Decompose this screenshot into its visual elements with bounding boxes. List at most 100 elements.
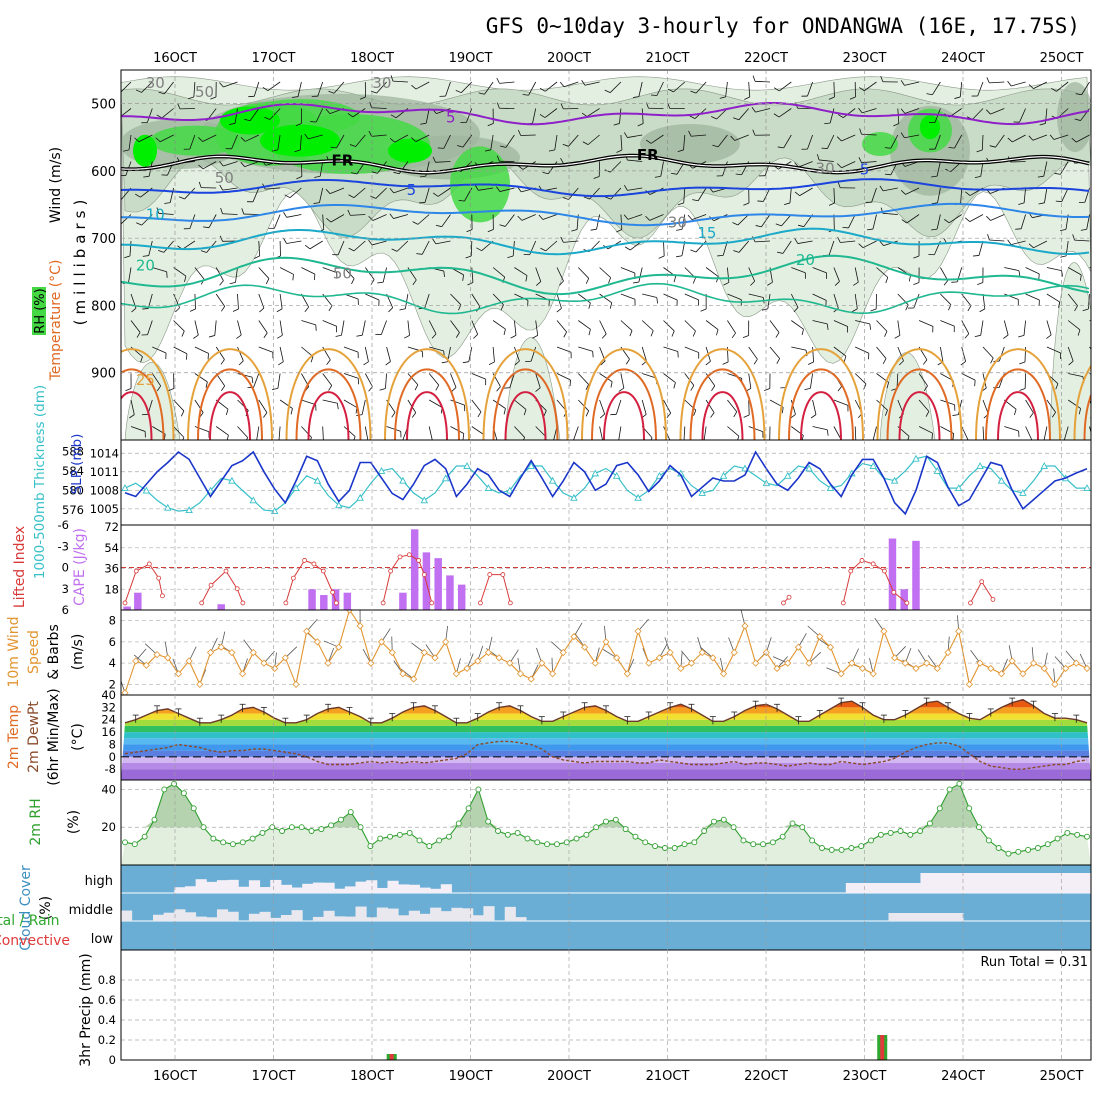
wind-barb (323, 400, 338, 403)
wind-barb (344, 374, 358, 379)
lifted-index-marker (417, 558, 421, 562)
wind-barb (471, 241, 472, 256)
wind-barb-flag (693, 331, 695, 337)
rh-marker (162, 787, 167, 792)
wind-barb (970, 215, 983, 222)
temp-band (121, 744, 1091, 750)
wind-barb-flag (489, 362, 494, 365)
cloud-level-label: high (85, 874, 113, 889)
wind-barb-flag (233, 309, 238, 312)
wind-barb (877, 321, 887, 332)
wind-barb-flag (698, 441, 704, 442)
wind-barb-flag (870, 324, 871, 330)
lifted-index-marker (422, 573, 426, 577)
cloud-middle-gap (164, 913, 175, 921)
wind-barb (642, 294, 657, 297)
cloud-middle-gap (441, 911, 452, 921)
cape-bar (308, 589, 315, 610)
wind-barb (600, 400, 605, 414)
rh-marker (378, 836, 383, 841)
cloud-middle-gap (451, 908, 462, 921)
temp-band (121, 769, 1091, 780)
temp-band (121, 714, 1091, 720)
wind-barb-flag (1014, 409, 1016, 415)
wind-barb-flag (478, 412, 481, 417)
cape-tick-label: 54 (104, 541, 119, 555)
cloud-middle-gap (952, 913, 963, 921)
wind-barb (280, 268, 293, 275)
rh-marker (819, 846, 824, 851)
wind-barb (989, 240, 1004, 241)
wind-barb-flag (589, 329, 591, 335)
wind-barb (962, 427, 968, 441)
lifted-index-marker (430, 601, 434, 605)
lifted-index-marker (398, 555, 402, 559)
wind-barb-flag (473, 334, 477, 338)
wind-barb-flag (371, 280, 374, 285)
rh-marker (741, 838, 746, 843)
cloud-middle-gap (888, 913, 899, 921)
temp-band (121, 720, 1091, 726)
warm-contour-0 (976, 349, 1060, 440)
wind-barb-flag (1095, 359, 1098, 364)
wind-barb-flag (625, 247, 630, 250)
wind-barb (238, 347, 244, 361)
wind-speed-marker (870, 671, 876, 677)
cloud-high-gap (931, 873, 942, 893)
cloud-middle-gap (473, 915, 484, 921)
bottom-time-tick-label: 22OCT (744, 1069, 788, 1084)
wind-barb (770, 321, 779, 333)
cloud-middle-gap (899, 913, 910, 921)
wind-barb-flag (511, 335, 516, 338)
warm-contour-1 (789, 369, 853, 440)
precip-tick-label: 0.2 (98, 1033, 116, 1047)
wind-speed-marker (678, 665, 684, 671)
temp-band (121, 763, 1091, 769)
wind-speed-marker (421, 650, 427, 656)
wind-barb-flag (591, 229, 597, 230)
cloud-high-gap (995, 873, 1006, 893)
wind-speed-marker (240, 671, 246, 677)
wind-barb (1004, 321, 1008, 336)
wind-speed-marker (742, 623, 748, 629)
wind-barb-flag (975, 380, 976, 386)
wind-barb-flag (353, 437, 355, 443)
lifted-index-marker (849, 569, 853, 573)
cloud-high-gap (313, 883, 324, 893)
wind-barb-flag (586, 278, 589, 283)
rh-marker (859, 844, 864, 849)
wind-barb-flag (272, 388, 278, 389)
wind-barb-flag (776, 332, 779, 337)
wind-barb (408, 321, 410, 336)
wind-plot (120, 596, 1091, 696)
cloud-middle-gap (398, 915, 409, 921)
wind-barb-flag (182, 331, 184, 337)
wind-barb-flag (843, 227, 849, 228)
wind-barb-flag (651, 331, 653, 337)
wind-barb-flag (693, 278, 695, 284)
wind-barb-flag (363, 441, 368, 444)
rh-90-patch-5 (862, 132, 898, 156)
wind-barb (383, 268, 386, 283)
lifted-index-marker (134, 569, 138, 573)
wind-speed-marker (731, 650, 737, 656)
rh-marker (986, 838, 991, 843)
lifted-index-marker (209, 583, 213, 587)
wind-barb-flag (175, 308, 179, 312)
thickness-marker (977, 463, 983, 469)
wind-barb (810, 374, 812, 389)
rh-marker (721, 817, 726, 822)
wind-barb-flag (293, 274, 294, 280)
wind-barb-flag (744, 415, 750, 417)
cape-bar (399, 593, 406, 610)
bottom-time-tick-label: 20OCT (547, 1069, 591, 1084)
wind-barb (301, 400, 315, 405)
cloud-high-gap (963, 873, 974, 893)
cloud-high-gap (356, 882, 367, 893)
lifted-index-line (971, 582, 993, 603)
lifted-index-marker (991, 597, 995, 601)
precip-axis-label: 3hr Precip (mm) (78, 953, 94, 1066)
wind-barb (493, 321, 505, 330)
